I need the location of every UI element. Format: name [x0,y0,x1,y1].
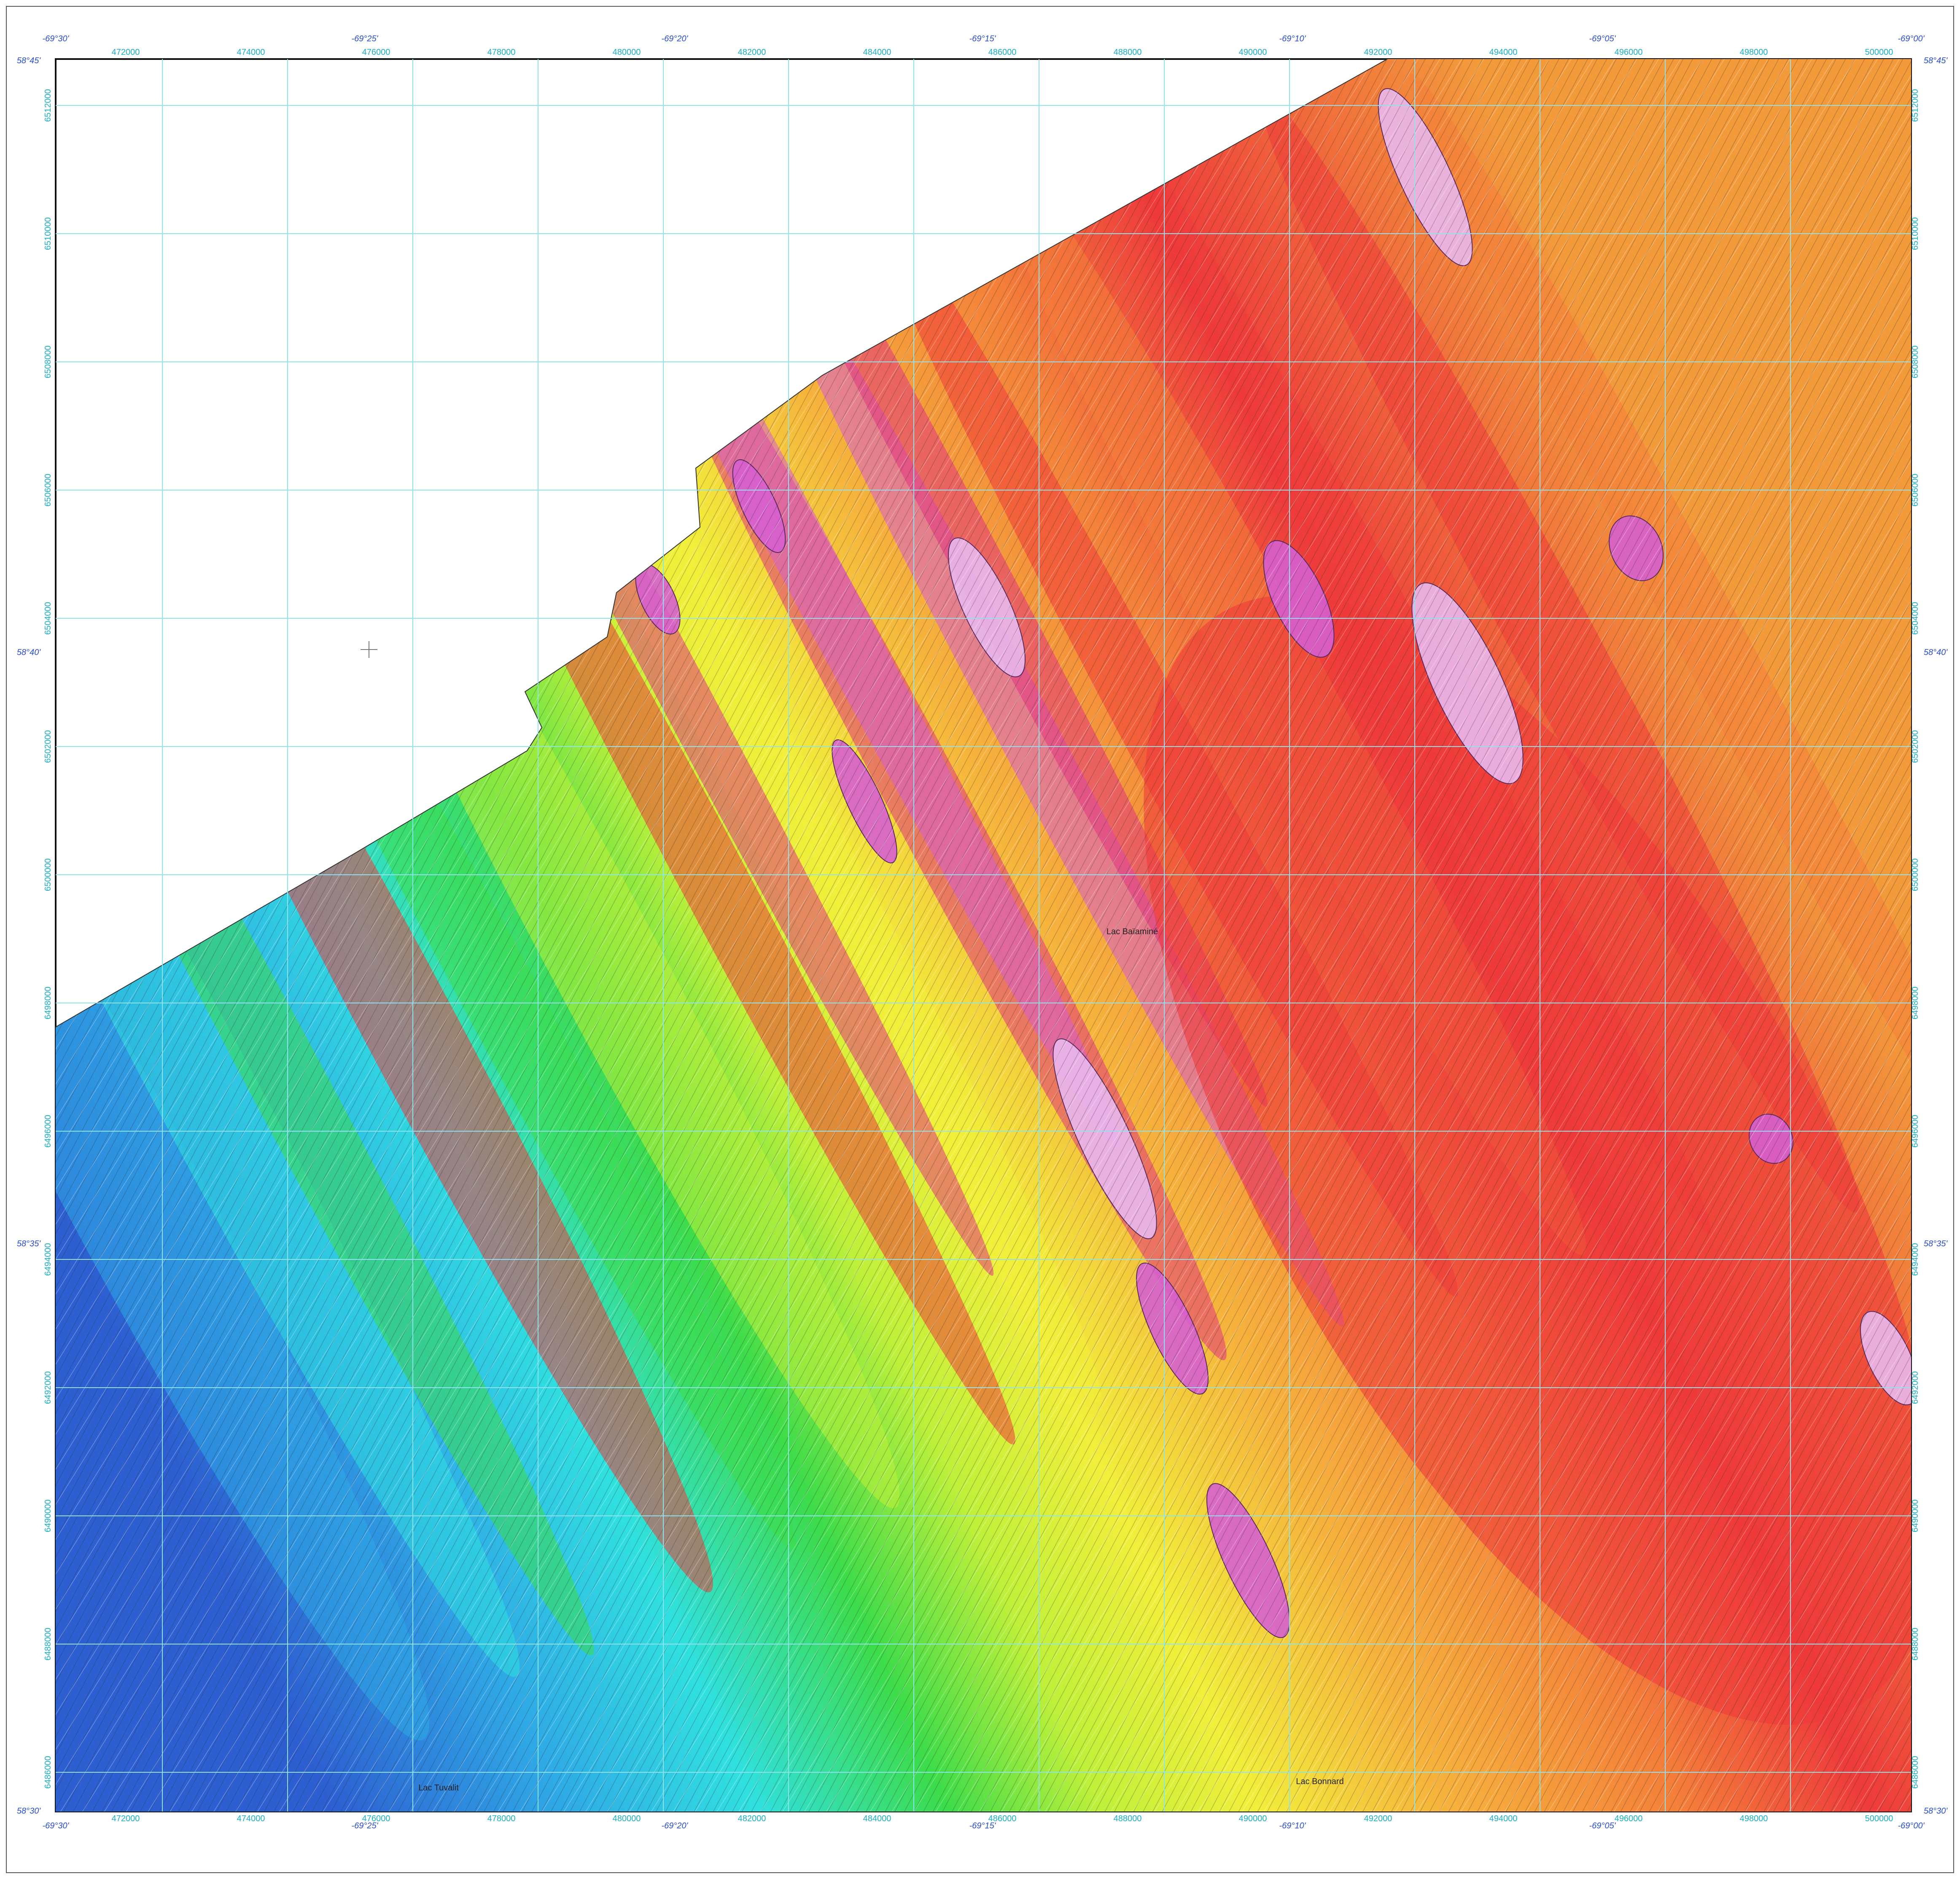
longitude-label-top: -69°30' [43,34,70,43]
place-name-label: Lac Baïaminé [1107,927,1158,936]
northing-label-right: 6508000 [1911,345,1920,378]
latitude-label-left: 58°30' [17,1806,41,1816]
easting-label-top: 490000 [1239,48,1267,57]
northing-label-left: 6486000 [43,1756,53,1789]
easting-label-top: 492000 [1364,48,1392,57]
northing-label-left: 6488000 [43,1628,53,1661]
northing-label-right: 6494000 [1911,1243,1920,1276]
easting-label-bottom: 500000 [1865,1814,1893,1823]
easting-label-top: 474000 [237,48,265,57]
easting-label-top: 498000 [1740,48,1768,57]
northing-label-left: 6502000 [43,730,53,763]
longitude-label-top: -69°05' [1589,34,1616,43]
northing-label-right: 6492000 [1911,1371,1920,1404]
easting-label-top: 494000 [1489,48,1518,57]
northing-label-left: 6496000 [43,1115,53,1148]
longitude-label-top: -69°25' [352,34,379,43]
easting-label-top: 496000 [1615,48,1643,57]
easting-label-bottom: 474000 [237,1814,265,1823]
northing-label-left: 6512000 [43,89,53,122]
easting-label-top: 478000 [487,48,516,57]
northing-label-left: 6508000 [43,345,53,378]
longitude-label-top: -69°15' [969,34,996,43]
easting-label-top: 482000 [738,48,766,57]
northing-label-right: 6488000 [1911,1628,1920,1661]
latitude-label-right: 58°45' [1924,56,1948,65]
northing-label-right: 6490000 [1911,1499,1920,1532]
easting-label-bottom: 484000 [863,1814,891,1823]
place-name-label: Lac Bonnard [1296,1777,1343,1786]
longitude-label-bottom: -69°20' [662,1821,689,1830]
northing-label-right: 6510000 [1911,217,1920,250]
northing-label-right: 6486000 [1911,1756,1920,1789]
longitude-label-top: -69°20' [662,34,689,43]
northing-label-left: 6498000 [43,987,53,1019]
longitude-label-bottom: -69°00' [1898,1821,1925,1830]
northing-label-right: 6498000 [1911,987,1920,1019]
utm-grid [56,59,1911,1812]
latitude-label-right: 58°35' [1924,1239,1948,1248]
easting-label-top: 500000 [1865,48,1893,57]
easting-label-bottom: 486000 [988,1814,1017,1823]
northing-label-left: 6490000 [43,1499,53,1532]
northing-label-left: 6492000 [43,1371,53,1404]
place-name-label: Lac Tuvalit [418,1783,459,1793]
northing-label-right: 6502000 [1911,730,1920,763]
northing-label-right: 6504000 [1911,602,1920,635]
latitude-label-left: 58°45' [17,56,41,65]
longitude-label-top: -69°10' [1279,34,1306,43]
longitude-label-bottom: -69°30' [43,1821,70,1830]
longitude-label-bottom: -69°10' [1279,1821,1306,1830]
easting-label-top: 488000 [1114,48,1142,57]
latitude-label-left: 58°40' [17,648,41,657]
longitude-label-top: -69°00' [1898,34,1925,43]
easting-label-bottom: 478000 [487,1814,516,1823]
northing-label-left: 6504000 [43,602,53,635]
northing-label-left: 6494000 [43,1243,53,1276]
longitude-label-bottom: -69°15' [969,1821,996,1830]
easting-label-top: 472000 [112,48,140,57]
center-cross-marker [361,641,377,658]
northing-label-left: 6500000 [43,858,53,891]
easting-label-top: 476000 [362,48,390,57]
northing-label-left: 6510000 [43,217,53,250]
easting-label-bottom: 480000 [613,1814,641,1823]
longitude-label-bottom: -69°25' [352,1821,379,1830]
latitude-label-right: 58°40' [1924,648,1948,657]
easting-label-bottom: 482000 [738,1814,766,1823]
easting-label-bottom: 494000 [1489,1814,1518,1823]
longitude-label-bottom: -69°05' [1589,1821,1616,1830]
easting-label-bottom: 496000 [1615,1814,1643,1823]
easting-label-bottom: 490000 [1239,1814,1267,1823]
easting-label-bottom: 498000 [1740,1814,1768,1823]
easting-label-bottom: 488000 [1114,1814,1142,1823]
northing-label-right: 6500000 [1911,858,1920,891]
northing-label-right: 6506000 [1911,474,1920,507]
northing-label-right: 6512000 [1911,89,1920,122]
easting-label-bottom: 476000 [362,1814,390,1823]
northing-label-right: 6496000 [1911,1115,1920,1148]
latitude-label-right: 58°30' [1924,1806,1948,1816]
latitude-label-left: 58°35' [17,1239,41,1248]
easting-label-top: 480000 [613,48,641,57]
easting-label-top: 486000 [988,48,1017,57]
easting-label-bottom: 492000 [1364,1814,1392,1823]
map-outer-frame [6,6,1954,1873]
survey-boundary [55,59,1388,1027]
easting-label-bottom: 472000 [112,1814,140,1823]
easting-label-top: 484000 [863,48,891,57]
northing-label-left: 6506000 [43,474,53,507]
